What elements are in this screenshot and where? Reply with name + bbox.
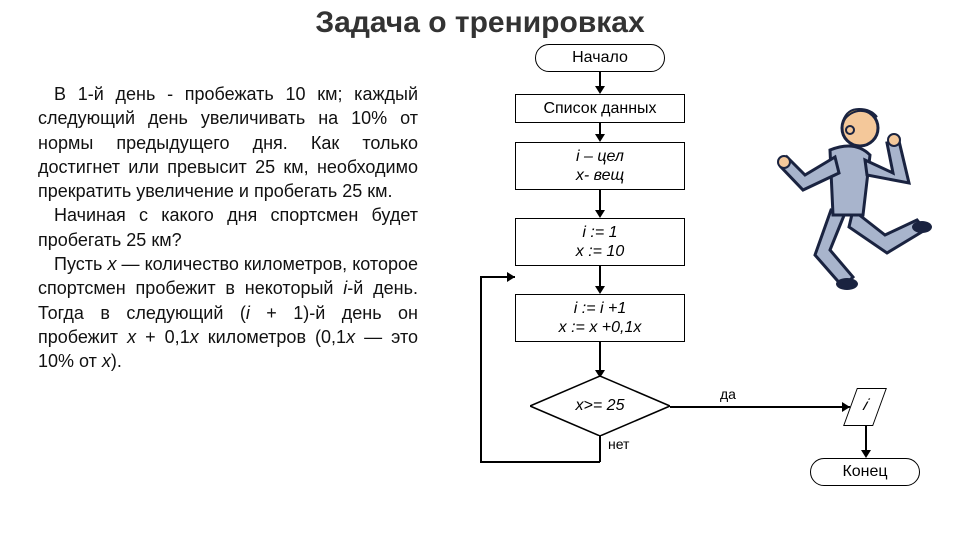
runner-icon [775, 95, 935, 290]
problem-p3: Пусть x — количество километров, которое… [38, 252, 418, 373]
node-init: i := 1 x := 10 [515, 218, 685, 266]
problem-p2: Начиная с какого дня спортсмен будет про… [38, 203, 418, 252]
flowchart: Начало Список данных i – цел x- вещ i :=… [460, 44, 760, 534]
page-title: Задача о тренировках [0, 6, 960, 40]
node-output: i [843, 388, 887, 426]
problem-text: В 1-й день - пробежать 10 км; каждый сле… [38, 82, 418, 374]
node-end: Конец [810, 458, 920, 486]
node-declarations: i – цел x- вещ [515, 142, 685, 190]
node-start: Начало [535, 44, 665, 72]
svg-text:x>= 25: x>= 25 [575, 397, 625, 414]
label-yes: да [720, 386, 736, 402]
node-decision: x>= 25 [530, 376, 670, 436]
problem-p1: В 1-й день - пробежать 10 км; каждый сле… [38, 82, 418, 203]
label-no: нет [608, 436, 629, 452]
node-datalist: Список данных [515, 94, 685, 123]
node-update: i := i +1 x := x +0,1x [515, 294, 685, 342]
